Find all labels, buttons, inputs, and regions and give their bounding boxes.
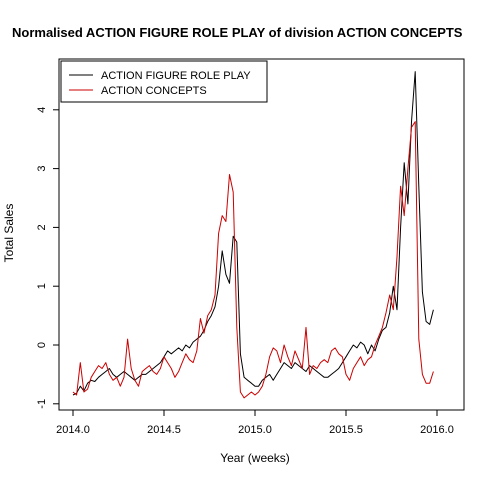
y-tick-label: 2 (36, 224, 48, 230)
x-axis-label: Year (weeks) (220, 451, 290, 465)
y-tick-label: 4 (36, 107, 48, 113)
y-tick-label: 0 (36, 342, 48, 348)
legend-label-action-figure-role-play: ACTION FIGURE ROLE PLAY (101, 70, 251, 82)
x-tick-label: 2014.0 (56, 424, 90, 436)
legend: ACTION FIGURE ROLE PLAY ACTION CONCEPTS (60, 60, 268, 103)
series-line-action-figure-role-play (72, 71, 434, 396)
y-tick-label: -1 (36, 399, 48, 409)
y-axis: -1 0 1 2 3 4 (36, 107, 59, 409)
x-tick-label: 2016.0 (420, 424, 454, 436)
x-axis: 2014.0 2014.5 2015.0 2015.5 2016.0 (56, 410, 454, 436)
legend-box (60, 60, 268, 103)
x-tick-label: 2015.0 (238, 424, 272, 436)
series-layer (72, 71, 434, 399)
y-axis-label: Total Sales (2, 204, 16, 263)
series-line-action-concepts (72, 121, 434, 399)
y-tick-label: 1 (36, 283, 48, 289)
y-tick-label: 3 (36, 166, 48, 172)
plot-frame (58, 58, 465, 411)
chart-title: Normalised ACTION FIGURE ROLE PLAY of di… (12, 25, 463, 40)
x-tick-label: 2014.5 (147, 424, 181, 436)
x-tick-label: 2015.5 (329, 424, 363, 436)
legend-label-action-concepts: ACTION CONCEPTS (101, 85, 207, 97)
